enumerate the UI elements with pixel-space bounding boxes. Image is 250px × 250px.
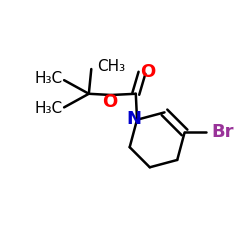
Text: O: O — [140, 62, 155, 80]
Text: H₃C: H₃C — [35, 72, 63, 86]
Text: CH₃: CH₃ — [98, 58, 126, 74]
Text: O: O — [102, 93, 118, 111]
Text: Br: Br — [212, 124, 234, 142]
Text: N: N — [126, 110, 142, 128]
Text: H₃C: H₃C — [35, 101, 63, 116]
